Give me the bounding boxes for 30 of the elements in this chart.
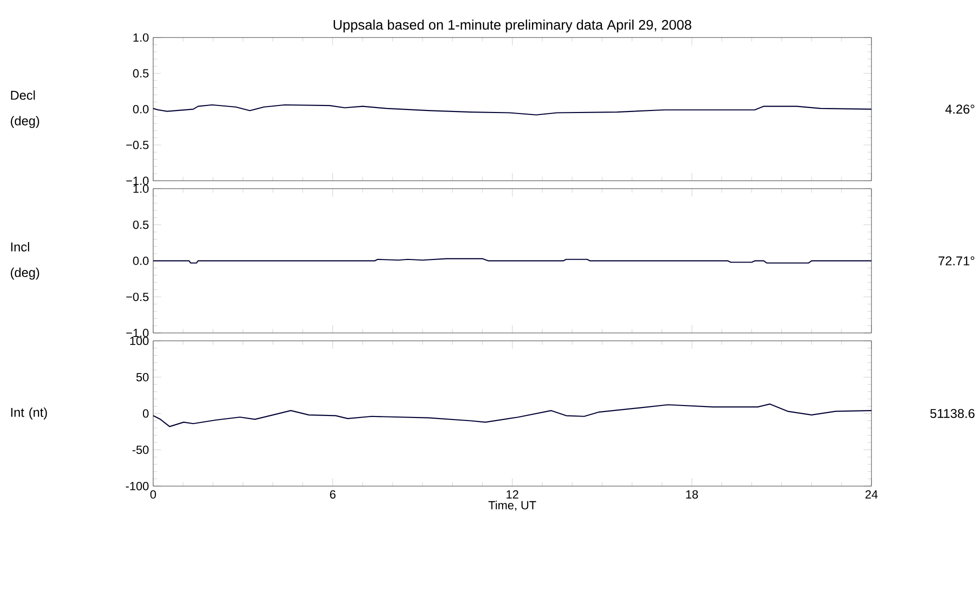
y-tick-label: -50 xyxy=(132,446,149,454)
y-tick-label: 1.0 xyxy=(133,184,149,193)
y-tick-label: -100 xyxy=(126,482,149,490)
line-series xyxy=(152,404,872,428)
x-tick-label: 18 xyxy=(686,490,698,499)
text: Incl (deg) xyxy=(10,242,40,280)
y-tick-label: 0.0 xyxy=(133,256,149,266)
y-tick-label: −1.0 xyxy=(126,176,149,186)
chart-title: Uppsala based on 1-minute preliminary data April 29, 2008 xyxy=(334,20,692,33)
x-tick-label: 6 xyxy=(330,490,336,499)
y-tick-label: −1.0 xyxy=(126,328,149,338)
x-tick-label: 0 xyxy=(150,490,156,499)
y-tick-label: 0.0 xyxy=(133,105,149,114)
y-tick-label: 1.0 xyxy=(133,33,149,42)
y-axis-title: Int (nt) xyxy=(11,408,47,420)
text: 4.26° xyxy=(945,104,974,114)
x-tick-label: 12 xyxy=(506,490,518,499)
text: 51138.6 xyxy=(930,409,975,418)
x-tick-label: 24 xyxy=(865,490,878,499)
x-axis-title: Time, UT xyxy=(488,500,536,511)
y-tick-label: 0.5 xyxy=(133,220,149,230)
y-tick-label: 0 xyxy=(142,409,149,418)
y-tick-label: 100 xyxy=(130,336,149,346)
line-series xyxy=(152,104,872,116)
y-tick-label: −0.5 xyxy=(126,292,149,302)
y-tick-label: −0.5 xyxy=(126,140,149,150)
y-tick-label: 50 xyxy=(136,373,149,382)
text: Decl (deg) xyxy=(10,90,40,128)
text: 72.71° xyxy=(938,256,974,266)
y-tick-label: 0.5 xyxy=(133,69,149,78)
